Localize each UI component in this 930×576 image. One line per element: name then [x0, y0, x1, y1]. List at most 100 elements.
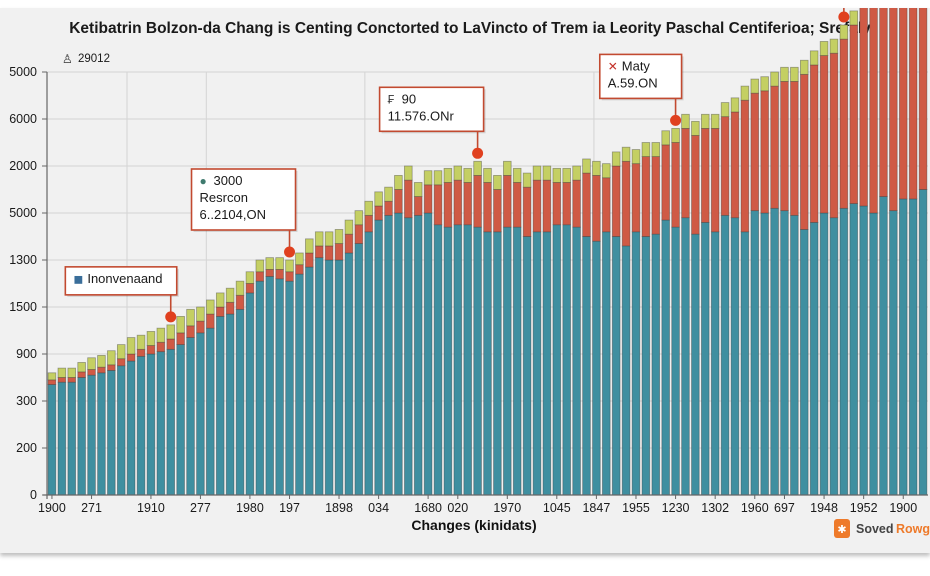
bar-segment-improvement — [215, 292, 225, 308]
bar-segment-change — [800, 73, 809, 230]
bar-stack — [562, 167, 571, 496]
bar-stack — [206, 299, 215, 496]
bar-segment-change — [374, 205, 383, 221]
bar-segment-improvement — [790, 66, 799, 82]
bar-segment-base — [413, 214, 423, 496]
bar-segment-improvement — [839, 24, 849, 40]
bar-stack — [67, 367, 77, 496]
bar-segment-change — [710, 128, 720, 233]
bar-segment-base — [849, 203, 859, 496]
chart-panel: Ketibatrin Bolzon-da Chang is Centing Co… — [0, 8, 930, 553]
bar-segment-base — [839, 207, 849, 496]
bar-segment-improvement — [503, 160, 512, 176]
bar-segment-base — [156, 351, 166, 496]
callout-marker — [165, 311, 177, 323]
bar-stack — [651, 142, 661, 496]
x-tick-label: 1680 — [414, 501, 442, 515]
callout-text: 90 — [402, 91, 416, 106]
bar-stack — [285, 259, 294, 496]
bar-segment-change — [97, 366, 106, 374]
bar-segment-change — [522, 186, 532, 237]
bar-segment-improvement — [661, 130, 670, 146]
bar-segment-improvement — [334, 229, 344, 244]
bar-segment-change — [592, 174, 601, 242]
bar-stack — [671, 128, 680, 496]
axes — [43, 72, 928, 499]
y-tick-label: 1300 — [9, 253, 37, 267]
bar-stack — [493, 174, 502, 496]
bar-segment-base — [819, 212, 829, 496]
bar-segment-improvement — [433, 170, 443, 186]
bar-segment-base — [691, 233, 700, 496]
bar-stack — [661, 130, 670, 496]
x-mark-icon: ✕ — [608, 59, 618, 73]
bar-segment-change — [602, 177, 611, 233]
bar-segment-change — [839, 38, 849, 209]
callout-marker — [284, 246, 296, 258]
bar-stack — [334, 229, 344, 496]
bar-stack — [790, 66, 799, 496]
bar-stack — [641, 142, 651, 496]
bar-segment-improvement — [423, 170, 433, 186]
bar-stack — [453, 165, 463, 496]
bar-segment-improvement — [295, 252, 304, 266]
bar-segment-improvement — [493, 174, 502, 190]
bar-stack — [780, 66, 789, 496]
bar-stack — [829, 38, 839, 496]
bar-segment-change — [671, 142, 680, 228]
bar-segment-change — [582, 172, 591, 237]
callout-marker — [670, 114, 682, 126]
bar-segment-improvement — [562, 167, 571, 183]
bar-stack — [107, 350, 116, 496]
bar-segment-base — [206, 327, 215, 496]
bar-segment-change — [225, 301, 235, 315]
bar-segment-improvement — [800, 59, 809, 75]
bar-stack — [404, 165, 413, 496]
bar-stack — [463, 167, 472, 496]
bar-stack — [800, 59, 809, 496]
x-tick-label: 1898 — [325, 501, 353, 515]
bar-segment-improvement — [641, 142, 651, 157]
x-axis-ticks: 1900 271 1910 277 1980 197 1898 034 1680 020 1970 1… — [38, 495, 917, 515]
bar-segment-improvement — [107, 350, 116, 366]
bar-segment-improvement — [126, 337, 136, 355]
bar-stack — [364, 200, 373, 496]
bar-stack — [503, 160, 512, 496]
bar-segment-improvement — [602, 163, 611, 179]
bar-segment-improvement — [542, 165, 552, 181]
bar-segment-base — [453, 224, 463, 496]
bar-segment-base — [176, 344, 185, 496]
bar-segment-improvement — [512, 167, 522, 183]
bar-segment-improvement — [413, 182, 423, 197]
bar-stack — [621, 146, 631, 496]
bar-segment-improvement — [671, 128, 680, 143]
bar-segment-change — [621, 160, 631, 247]
bar-segment-change — [859, 8, 868, 207]
bar-segment-change — [235, 294, 245, 310]
bar-stack — [324, 231, 334, 496]
bar-segment-base — [166, 348, 175, 496]
bar-segment-base — [324, 259, 334, 496]
bar-stack — [146, 331, 156, 496]
bar-stack — [819, 41, 829, 496]
bar-stack — [196, 306, 205, 496]
bar-segment-improvement — [691, 120, 700, 136]
x-tick-label: 1948 — [810, 501, 838, 515]
y-tick-label: 6000 — [9, 112, 37, 126]
bar-segment-base — [918, 189, 928, 496]
bar-segment-base — [651, 233, 661, 496]
bar-stack — [582, 158, 591, 496]
bar-segment-improvement — [394, 174, 403, 190]
bar-segment-base — [116, 365, 126, 496]
annotation-callout: ● 3000 Resrcon 6..2104,ON — [190, 168, 298, 258]
bar-segment-base — [295, 273, 304, 496]
bar-segment-improvement — [453, 165, 463, 181]
bar-segment-base — [245, 292, 255, 496]
bar-segment-change — [344, 233, 354, 254]
bar-segment-base — [265, 276, 274, 496]
bar-stack — [423, 170, 433, 496]
bar-segment-change — [156, 341, 166, 353]
chart-title: Ketibatrin Bolzon-da Chang is Centing Co… — [69, 20, 871, 37]
bar-segment-base — [146, 353, 156, 496]
bar-segment-base — [542, 231, 552, 496]
